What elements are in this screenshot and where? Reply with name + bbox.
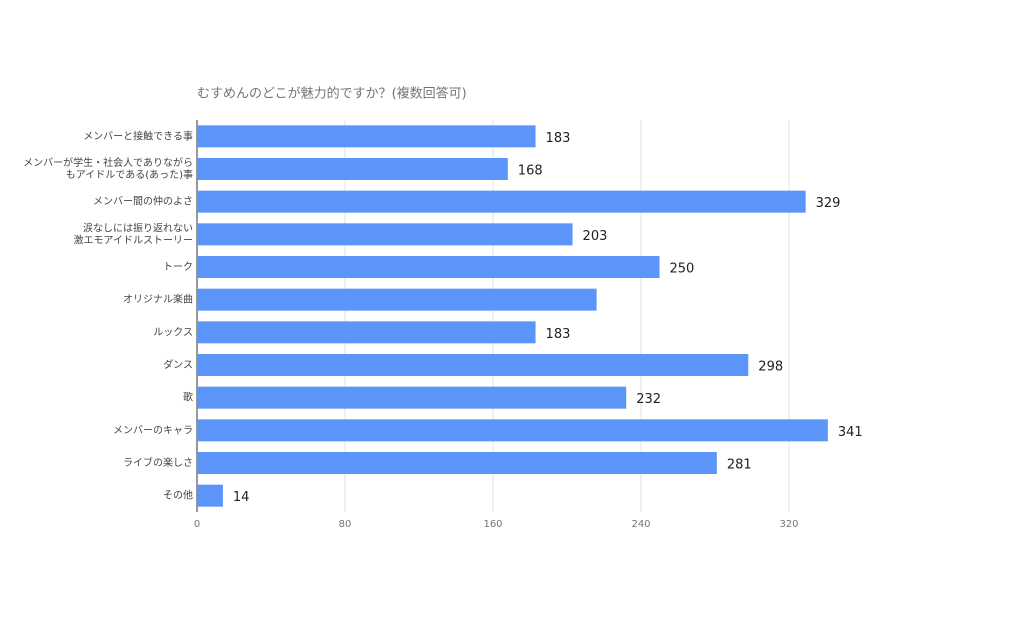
x-tick-label: 80 <box>339 519 352 530</box>
bar <box>197 452 717 474</box>
y-tick-label: 歌 <box>183 391 193 404</box>
value-label: 232 <box>636 392 661 407</box>
value-label: 183 <box>546 131 571 146</box>
x-tick-label: 240 <box>631 519 650 530</box>
chart-title: むすめんのどこが魅力的ですか？(複数回答可) <box>197 86 467 102</box>
y-tick-label: メンバー間の仲のよさ <box>93 195 193 208</box>
bar <box>197 386 627 409</box>
y-tick-label: メンバーのキャラ <box>113 424 193 436</box>
bar <box>197 256 660 278</box>
value-label: 341 <box>838 425 863 440</box>
bar <box>197 288 597 311</box>
bar <box>197 354 749 376</box>
value-label: 329 <box>816 196 841 211</box>
y-tick-label: ライブの楽しさ <box>123 456 193 469</box>
value-label: 203 <box>583 229 608 244</box>
bar <box>197 419 828 442</box>
y-tick-label: ダンス <box>163 358 193 371</box>
x-tick-label: 0 <box>194 519 200 530</box>
bar <box>197 321 536 344</box>
x-tick-label: 320 <box>779 519 798 530</box>
y-tick-label: ルックス <box>153 326 193 338</box>
x-tick-label: 160 <box>483 519 502 530</box>
value-label: 168 <box>518 164 543 179</box>
bar <box>197 190 806 213</box>
y-tick-label: もアイドルである(あった)事 <box>66 168 193 181</box>
value-label: 250 <box>670 262 695 277</box>
y-tick-label: 激エモアイドルストーリー <box>74 233 194 246</box>
bar <box>197 484 223 507</box>
bar <box>197 158 508 180</box>
value-label: 298 <box>758 360 783 375</box>
y-tick-label: その他 <box>163 489 193 502</box>
y-tick-label: トーク <box>163 261 193 273</box>
value-label: 281 <box>727 458 752 473</box>
y-tick-label: 涙なしには振り返れない <box>83 221 193 234</box>
y-tick-label: メンバーが学生・社会人でありながら <box>23 156 193 169</box>
y-tick-label: メンバーと接触できる事 <box>83 129 193 142</box>
bar <box>197 125 536 148</box>
y-tick-label: オリジナル楽曲 <box>123 293 193 306</box>
value-label: 183 <box>546 327 571 342</box>
value-label: 14 <box>233 490 250 505</box>
bar <box>197 223 573 246</box>
